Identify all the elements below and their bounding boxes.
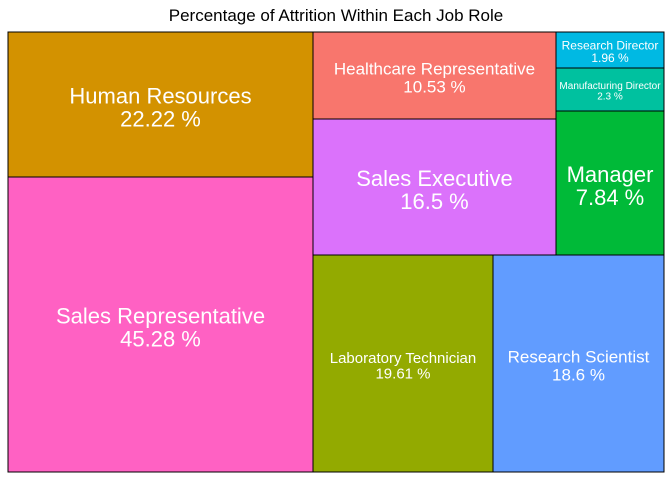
- tile-value-healthcare-representative: 10.53 %: [403, 78, 465, 97]
- tile-value-sales-executive: 16.5 %: [400, 189, 469, 214]
- tile-value-laboratory-technician: 19.61 %: [375, 366, 430, 383]
- tile-rect-manufacturing-director: [555, 67, 665, 112]
- tile-label-human-resources: Human Resources: [69, 83, 251, 108]
- tile-value-research-scientist: 18.6 %: [552, 366, 605, 385]
- tile-value-manufacturing-director: 2.3 %: [597, 92, 623, 103]
- chart-title: Percentage of Attrition Within Each Job …: [168, 6, 504, 25]
- tile-rect-research-director: [555, 31, 665, 69]
- tile-value-research-director: 1.96 %: [591, 51, 629, 65]
- tile-value-human-resources: 22.22 %: [120, 107, 201, 132]
- tile-label-laboratory-technician: Laboratory Technician: [330, 350, 476, 367]
- tile-label-sales-executive: Sales Executive: [356, 166, 513, 191]
- tile-label-sales-representative: Sales Representative: [56, 303, 265, 328]
- tile-rect-research-scientist: [492, 254, 665, 473]
- tile-label-manufacturing-director: Manufacturing Director: [559, 81, 661, 92]
- tile-label-healthcare-representative: Healthcare Representative: [334, 60, 535, 79]
- tile-value-manager: 7.84 %: [576, 185, 645, 210]
- tile-value-sales-representative: 45.28 %: [120, 327, 201, 352]
- tile-label-research-scientist: Research Scientist: [508, 348, 650, 367]
- tile-rect-healthcare-representative: [312, 31, 557, 120]
- tile-label-research-director: Research Director: [562, 38, 659, 52]
- tile-label-manager: Manager: [567, 162, 654, 187]
- tile-rect-manager: [555, 110, 665, 256]
- tile-rect-human-resources: [7, 31, 314, 178]
